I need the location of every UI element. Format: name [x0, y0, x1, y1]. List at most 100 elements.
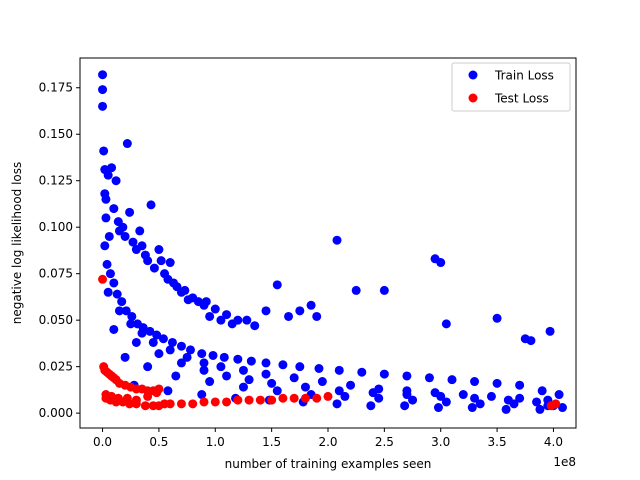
- data-point: [402, 390, 412, 400]
- y-tick-label: 0.125: [39, 174, 73, 188]
- data-point: [154, 401, 164, 411]
- legend-label-test: Test Loss: [494, 92, 549, 106]
- data-point: [163, 386, 173, 396]
- y-axis-label: negative log likelihood loss: [10, 162, 24, 325]
- y-tick-label: 0.100: [39, 220, 73, 234]
- data-point: [295, 362, 305, 372]
- data-point: [197, 390, 207, 400]
- legend: Train Loss Test Loss: [451, 62, 571, 112]
- legend-marker-test: [468, 93, 478, 103]
- x-tick-label: 2.0: [318, 435, 337, 449]
- data-point: [433, 403, 443, 413]
- x-tick-label: 1.5: [262, 435, 281, 449]
- data-point: [135, 226, 145, 236]
- data-point: [98, 70, 108, 80]
- data-point: [152, 388, 162, 398]
- data-point: [351, 285, 361, 295]
- data-point: [284, 311, 294, 321]
- data-points: [98, 70, 567, 414]
- data-point: [261, 306, 271, 316]
- data-point: [216, 315, 226, 325]
- y-tick-label: 0.000: [39, 406, 73, 420]
- data-point: [238, 382, 248, 392]
- data-point: [126, 319, 136, 329]
- data-point: [125, 207, 135, 217]
- data-point: [526, 336, 536, 346]
- data-point: [222, 371, 232, 381]
- x-tick-label: 2.5: [375, 435, 394, 449]
- series-test-loss: [98, 274, 561, 411]
- y-tick-label: 0.175: [39, 81, 73, 95]
- data-point: [199, 397, 209, 407]
- data-point: [112, 289, 122, 299]
- data-point: [554, 390, 564, 400]
- data-point: [357, 367, 367, 377]
- data-point: [176, 341, 186, 351]
- series-train-loss: [98, 70, 567, 414]
- data-point: [267, 378, 277, 388]
- data-point: [515, 380, 525, 390]
- data-point: [447, 375, 457, 385]
- data-point: [295, 306, 305, 316]
- data-point: [167, 337, 177, 347]
- data-point: [545, 326, 555, 336]
- data-point: [233, 395, 243, 405]
- data-point: [109, 324, 119, 334]
- data-point: [197, 349, 207, 359]
- data-point: [171, 371, 181, 381]
- data-point: [300, 393, 310, 403]
- data-point: [261, 358, 271, 368]
- data-point: [208, 350, 218, 360]
- data-point: [467, 403, 477, 413]
- data-point: [532, 397, 542, 407]
- data-point: [402, 371, 412, 381]
- data-point: [199, 358, 209, 368]
- data-point: [278, 360, 288, 370]
- y-tick-label: 0.025: [39, 360, 73, 374]
- data-point: [122, 139, 132, 149]
- data-point: [101, 194, 111, 204]
- data-point: [312, 311, 322, 321]
- legend-marker-train: [468, 70, 478, 80]
- data-point: [334, 386, 344, 396]
- data-point: [140, 401, 150, 411]
- y-tick-label: 0.075: [39, 267, 73, 281]
- data-point: [176, 358, 186, 368]
- data-point: [557, 403, 567, 413]
- y-axis-ticks: 0.000 0.025 0.050 0.075 0.100 0.125 0.150 0.175: [39, 81, 80, 420]
- x-tick-label: 3.0: [431, 435, 450, 449]
- data-point: [424, 373, 434, 383]
- data-point: [470, 377, 480, 387]
- data-point: [238, 365, 248, 375]
- data-point: [180, 285, 190, 295]
- data-point: [272, 386, 282, 396]
- data-point: [233, 315, 243, 325]
- x-axis-multiplier: 1e8: [553, 455, 576, 469]
- data-point: [436, 258, 446, 268]
- data-point: [107, 163, 117, 173]
- data-point: [334, 365, 344, 375]
- data-point: [272, 280, 282, 290]
- data-point: [332, 235, 342, 245]
- y-tick-label: 0.050: [39, 313, 73, 327]
- data-point: [120, 352, 130, 362]
- data-point: [492, 378, 502, 388]
- data-point: [127, 311, 137, 321]
- data-point: [98, 101, 108, 111]
- data-point: [128, 237, 138, 247]
- data-point: [340, 391, 350, 401]
- data-point: [210, 397, 220, 407]
- data-point: [400, 401, 410, 411]
- data-point: [103, 170, 113, 180]
- data-point: [537, 386, 547, 396]
- data-point: [366, 401, 376, 411]
- data-point: [103, 287, 113, 297]
- data-point: [113, 393, 123, 403]
- data-point: [137, 328, 147, 338]
- data-point: [314, 364, 324, 373]
- data-point: [244, 375, 254, 385]
- data-point: [312, 393, 322, 403]
- data-point: [105, 269, 115, 279]
- data-point: [346, 380, 356, 390]
- data-point: [149, 263, 159, 273]
